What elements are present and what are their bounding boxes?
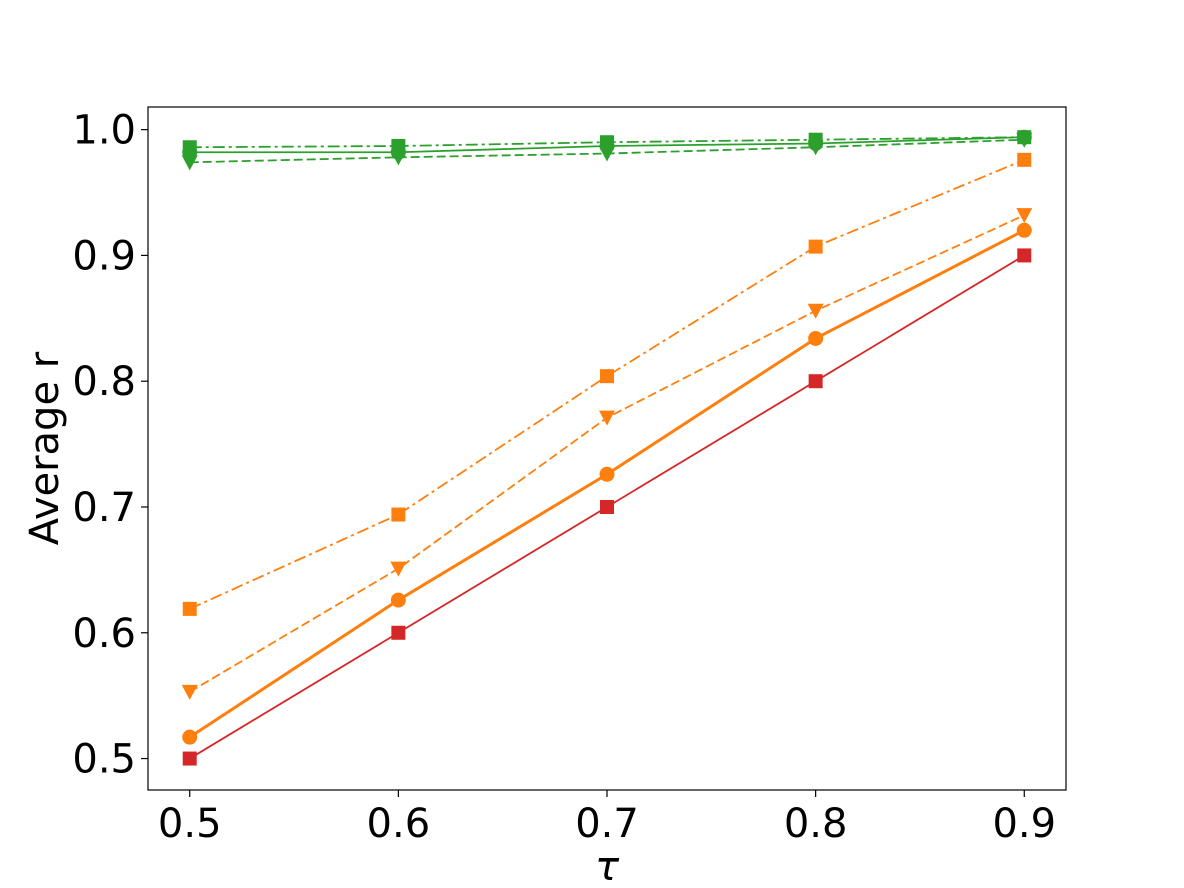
data-point-square bbox=[391, 507, 406, 522]
x-axis-ticks: 0.5 0.6 0.7 0.8 0.9 bbox=[158, 790, 1056, 847]
series-4 bbox=[182, 152, 1032, 616]
data-point-square bbox=[182, 140, 197, 155]
data-point-square bbox=[391, 625, 406, 640]
data-point-square bbox=[808, 374, 823, 389]
data-point-square bbox=[600, 499, 614, 514]
data-point-square bbox=[182, 601, 197, 616]
y-tick-label: 0.5 bbox=[72, 737, 136, 783]
series-line bbox=[189, 214, 1025, 693]
series-3 bbox=[181, 208, 1033, 700]
series-1 bbox=[182, 248, 1032, 766]
data-point-square bbox=[1017, 130, 1032, 145]
y-tick-label: 0.6 bbox=[72, 611, 136, 657]
y-tick-label: 1.0 bbox=[72, 108, 136, 154]
data-point-triangle bbox=[1016, 208, 1033, 224]
y-tick-label: 0.7 bbox=[72, 485, 136, 531]
series-7 bbox=[182, 130, 1032, 155]
data-point-square bbox=[1017, 248, 1032, 263]
x-tick-label: 0.8 bbox=[784, 801, 848, 847]
series-line bbox=[188, 228, 1025, 739]
plot-frame bbox=[147, 106, 1067, 791]
data-point-triangle bbox=[390, 150, 407, 166]
x-axis-label: τ bbox=[595, 844, 620, 888]
data-point-triangle bbox=[181, 684, 198, 700]
data-point-circle bbox=[808, 330, 824, 346]
x-tick-label: 0.5 bbox=[158, 801, 222, 847]
data-point-triangle bbox=[390, 561, 407, 577]
data-point-square bbox=[1017, 152, 1032, 167]
x-tick-label: 0.9 bbox=[992, 801, 1056, 847]
data-point-square bbox=[600, 135, 614, 150]
data-point-square bbox=[600, 369, 614, 384]
y-tick-label: 0.8 bbox=[72, 359, 136, 405]
series-2 bbox=[182, 222, 1032, 745]
data-point-triangle bbox=[599, 146, 615, 162]
y-tick-label: 0.9 bbox=[72, 233, 136, 279]
y-axis-label: Average r bbox=[22, 351, 68, 545]
series-line bbox=[189, 158, 1025, 610]
data-point-circle bbox=[599, 466, 615, 482]
y-axis-ticks: 0.5 0.6 0.7 0.8 0.9 1.0 bbox=[72, 108, 148, 783]
x-tick-label: 0.7 bbox=[575, 801, 639, 847]
series-group bbox=[181, 129, 1033, 766]
data-point-triangle bbox=[181, 155, 198, 171]
data-point-circle bbox=[1016, 222, 1032, 238]
data-point-square bbox=[808, 239, 823, 254]
data-point-triangle bbox=[599, 410, 615, 426]
data-point-triangle bbox=[807, 303, 824, 319]
data-point-circle bbox=[182, 729, 198, 745]
data-point-square bbox=[182, 751, 197, 766]
data-point-square bbox=[808, 132, 823, 147]
x-tick-label: 0.6 bbox=[367, 801, 431, 847]
data-point-circle bbox=[390, 592, 406, 608]
data-point-square bbox=[391, 138, 406, 153]
